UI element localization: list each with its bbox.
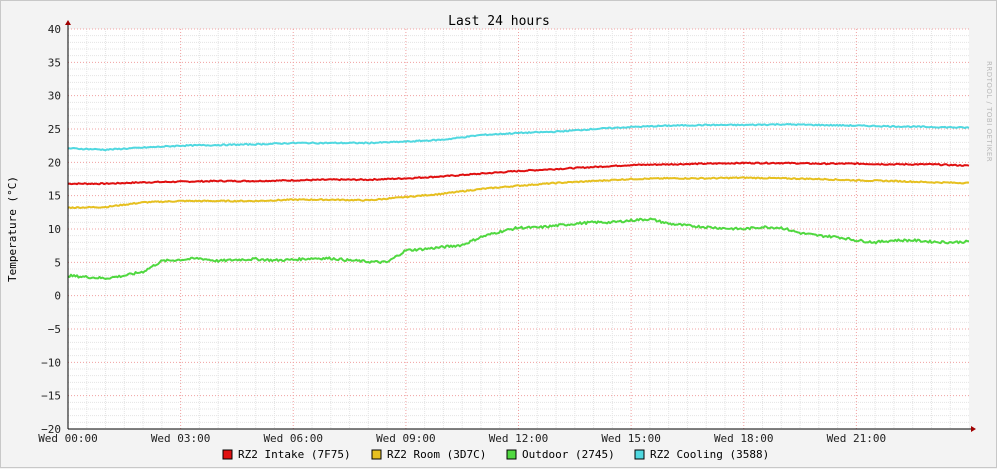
series-line-0 [67,161,970,186]
legend-swatch [634,449,645,460]
x-tick-label: Wed 15:00 [601,432,661,445]
legend-swatch [222,449,233,460]
y-tick-label: −5 [48,323,61,336]
y-tick-label: 40 [48,23,61,36]
chart-title: Last 24 hours [448,14,550,29]
y-tick-label: 35 [48,56,61,69]
y-axis-arrow-icon [65,20,71,25]
y-tick-label: 20 [48,156,61,169]
y-axis-label: Temperature (°C) [6,176,19,282]
series-layer [67,123,970,280]
x-tick-label: Wed 03:00 [151,432,211,445]
series-line-3 [67,123,970,152]
series-line-1 [67,176,970,210]
axes [65,20,976,432]
x-tick-label: Wed 21:00 [827,432,887,445]
y-tick-label: 0 [54,290,61,303]
legend: RZ2 Intake (7F75) RZ2 Room (3D7C) Outdoor … [222,448,769,461]
x-tick-label: Wed 06:00 [263,432,323,445]
x-axis-arrow-icon [971,426,976,432]
x-tick-label: Wed 00:00 [38,432,98,445]
legend-swatch [371,449,382,460]
legend-label: RZ2 Cooling (3588) [650,448,769,461]
x-tick-labels: Wed 00:00 Wed 03:00 Wed 06:00 Wed 09:00 Wed … [38,432,886,445]
x-tick-label: Wed 18:00 [714,432,774,445]
legend-label: RZ2 Room (3D7C) [387,448,486,461]
y-tick-label: −15 [41,390,61,403]
y-tick-label: 15 [48,190,61,203]
y-tick-label: 25 [48,123,61,136]
y-tick-label: −20 [41,423,61,436]
x-tick-label: Wed 09:00 [376,432,436,445]
rrdtool-watermark: RRDTOOL / TOBI OETIKER [985,61,993,162]
y-tick-label: 10 [48,223,61,236]
y-tick-label: 5 [54,256,61,269]
y-tick-label: −10 [41,356,61,369]
y-tick-labels: −20 −15 −10 −5 0 5 10 15 20 25 30 35 40 [41,23,61,436]
legend-label: RZ2 Intake (7F75) [238,448,351,461]
legend-label: Outdoor (2745) [522,448,615,461]
y-tick-label: 30 [48,90,61,103]
x-tick-label: Wed 12:00 [489,432,549,445]
series-line-2 [67,217,969,280]
legend-swatch [506,449,517,460]
